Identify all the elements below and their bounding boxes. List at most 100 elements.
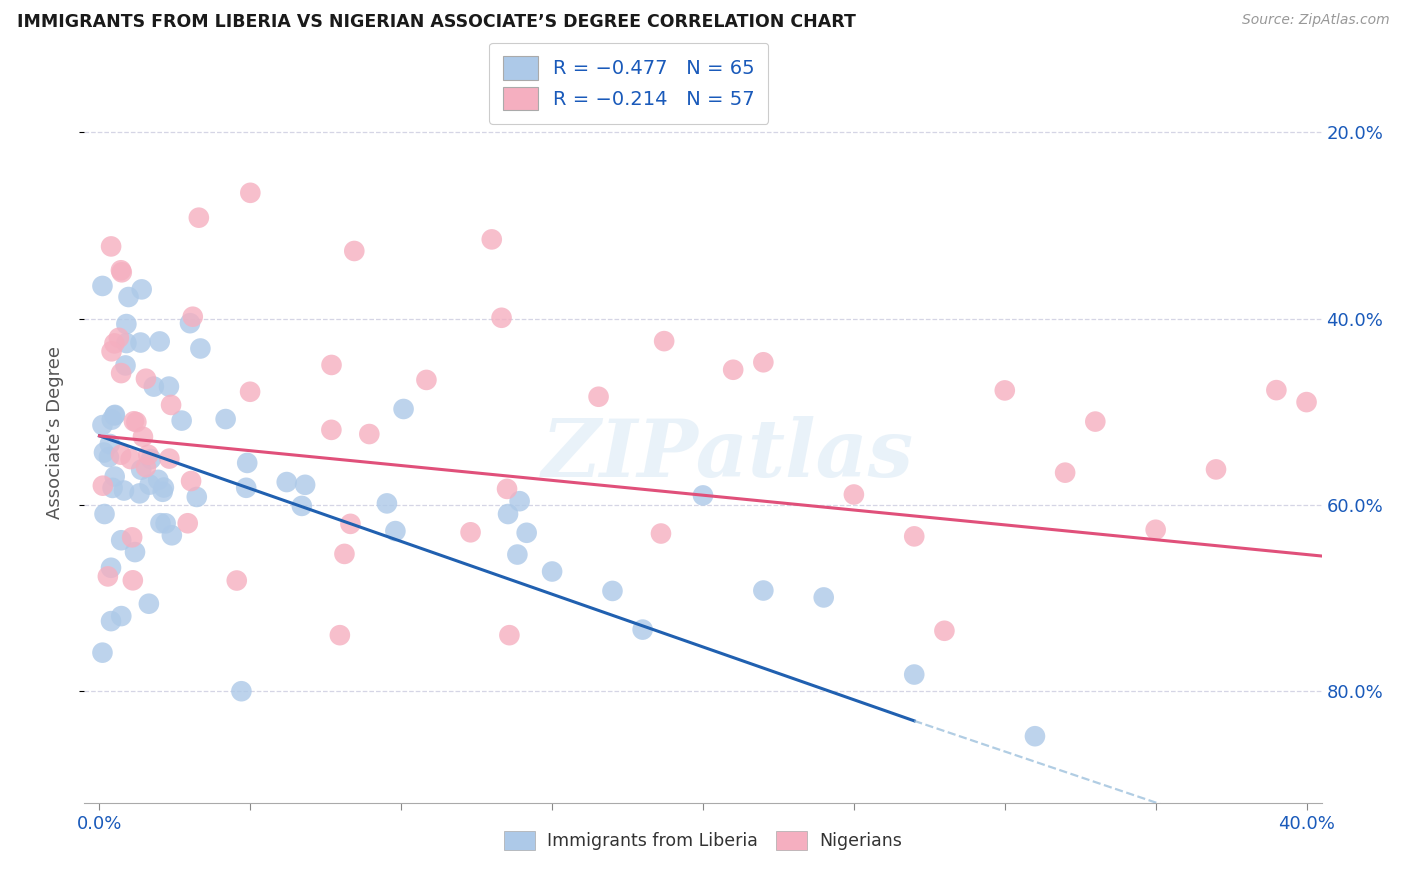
Point [132,430,155,444]
Point [509,494,531,508]
Point [190,342,212,356]
Point [121,574,143,588]
Point [129,335,152,350]
Point [112,483,135,498]
Point [91,478,114,492]
Point [181,310,204,324]
Point [1355,508,1378,522]
Text: IMMIGRANTS FROM LIBERIA VS NIGERIAN ASSOCIATE’S DEGREE CORRELATION CHART: IMMIGRANTS FROM LIBERIA VS NIGERIAN ASSO… [17,13,856,31]
Point [752,355,775,369]
Point [100,344,122,359]
Point [100,560,122,574]
Point [100,239,122,253]
Point [160,398,183,412]
Point [588,390,610,404]
Point [291,499,314,513]
Point [235,481,257,495]
Point [121,530,143,544]
Point [496,507,519,521]
Point [101,481,124,495]
Point [125,415,148,429]
Point [160,528,183,542]
Point [138,477,160,491]
Point [114,359,136,373]
Point [813,591,835,605]
Point [98,437,121,451]
Point [650,526,672,541]
Point [239,384,262,399]
Point [1144,523,1167,537]
Point [236,456,259,470]
Point [934,624,956,638]
Point [104,408,127,422]
Point [1054,466,1077,480]
Point [752,583,775,598]
Point [129,463,152,477]
Point [91,646,114,660]
Point [100,614,122,628]
Point [516,525,538,540]
Point [138,597,160,611]
Point [108,331,131,345]
Point [333,547,356,561]
Point [136,448,159,462]
Point [239,186,262,200]
Point [415,373,437,387]
Point [541,565,564,579]
Point [481,232,503,246]
Point [631,623,654,637]
Point [903,529,925,543]
Point [124,545,146,559]
Point [93,507,115,521]
Text: Source: ZipAtlas.com: Source: ZipAtlas.com [1241,13,1389,28]
Point [321,423,343,437]
Point [120,452,142,467]
Point [110,448,132,462]
Point [91,279,114,293]
Point [375,496,398,510]
Point [1295,395,1317,409]
Point [155,516,177,531]
Point [491,310,513,325]
Point [498,628,520,642]
Point [131,282,153,296]
Point [101,412,124,426]
Point [115,336,138,351]
Point [460,525,482,540]
Point [186,490,208,504]
Point [1084,415,1107,429]
Point [128,486,150,500]
Point [652,334,675,348]
Point [214,412,236,426]
Point [135,460,157,475]
Point [329,628,352,642]
Point [842,487,865,501]
Point [177,516,200,531]
Point [97,569,120,583]
Point [111,265,134,279]
Point [276,475,298,489]
Point [122,414,145,428]
Point [225,574,247,588]
Point [1205,462,1227,476]
Point [1024,729,1046,743]
Point [149,516,172,531]
Point [93,445,115,459]
Point [104,469,127,483]
Point [179,316,201,330]
Point [359,427,381,442]
Point [496,482,519,496]
Point [506,548,529,562]
Point [721,363,744,377]
Point [187,211,209,225]
Point [149,334,172,349]
Point [231,684,253,698]
Point [170,414,193,428]
Text: ZIPatlas: ZIPatlas [541,416,914,493]
Point [1265,383,1288,397]
Point [139,452,162,467]
Point [994,384,1017,398]
Point [148,473,170,487]
Point [321,358,343,372]
Point [692,488,714,502]
